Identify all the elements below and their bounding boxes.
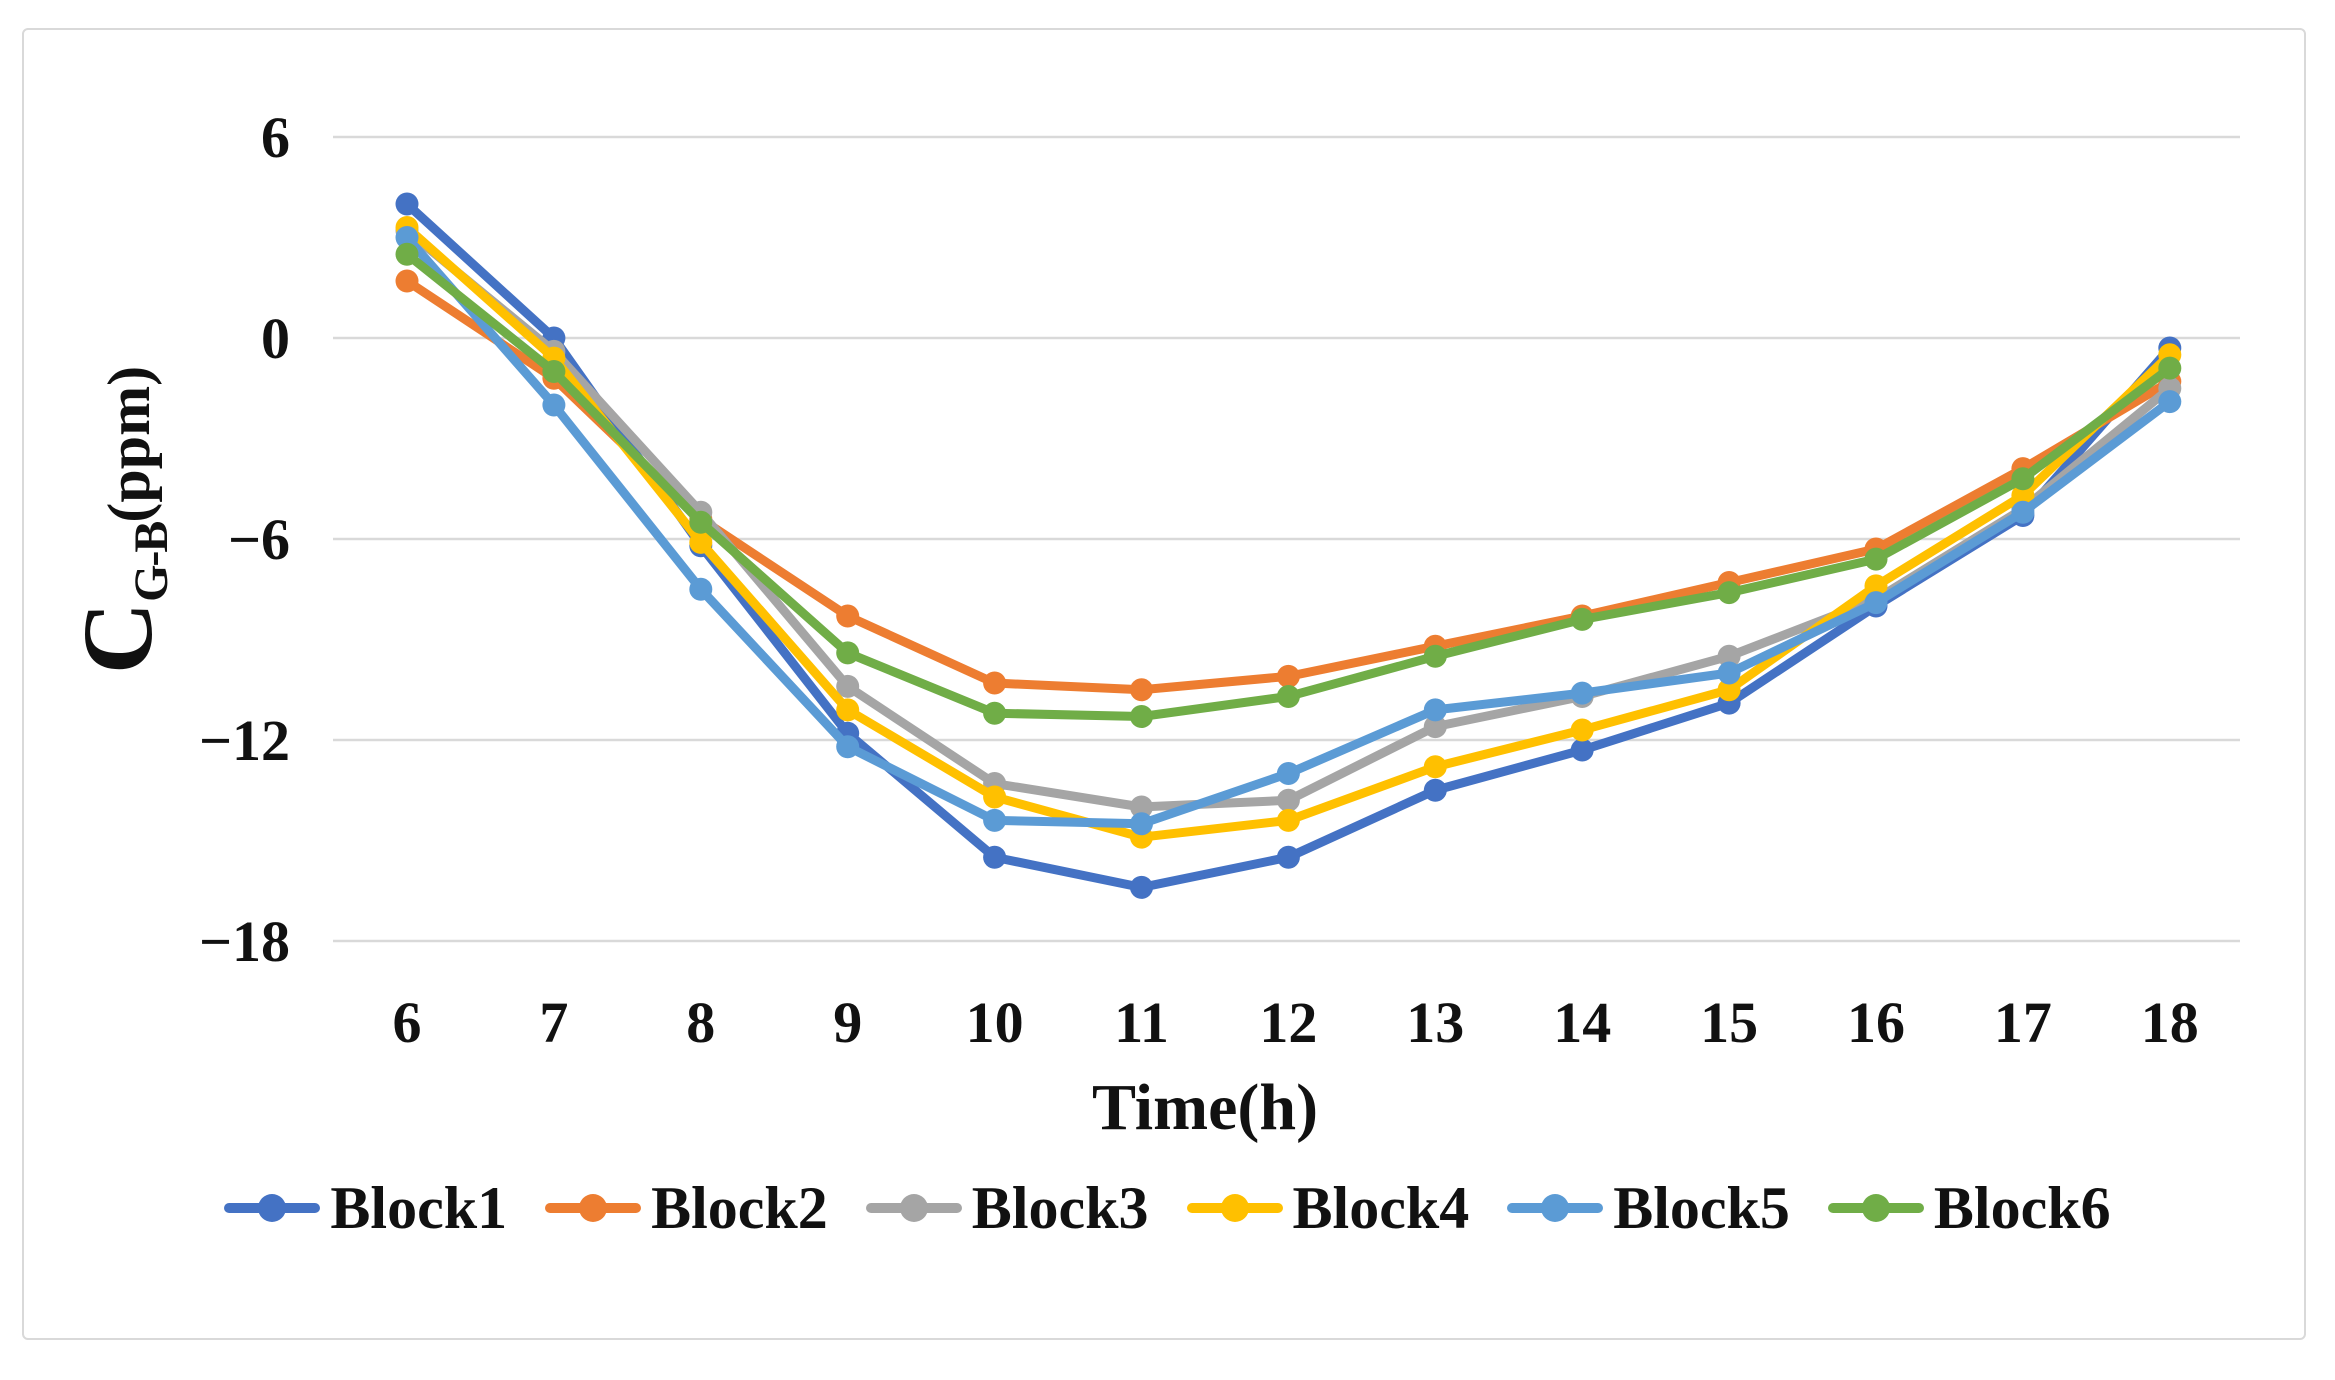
- legend-label: Block1: [330, 1175, 508, 1241]
- data-point-Block1: [1570, 738, 1594, 762]
- data-point-Block1: [1276, 845, 1300, 869]
- x-axis-tick-label: 17: [1994, 990, 2052, 1055]
- x-axis-tick-label: 15: [1700, 990, 1758, 1055]
- data-point-Block6: [1130, 705, 1153, 729]
- data-point-Block2: [395, 269, 419, 293]
- y-axis-title-subscript: G-B: [125, 522, 178, 602]
- data-point-Block6: [1864, 547, 1888, 571]
- legend-label: Block4: [1292, 1175, 1470, 1241]
- data-point-Block1: [395, 192, 419, 216]
- legend-label: Block2: [651, 1175, 828, 1241]
- legend-line-marker-icon: [545, 1193, 642, 1223]
- data-point-Block5: [836, 735, 860, 759]
- legend-line-marker-icon: [865, 1193, 962, 1223]
- data-point-Block4: [983, 785, 1007, 809]
- x-axis-tick-label: 16: [1847, 990, 1905, 1055]
- data-point-Block6: [1717, 581, 1741, 605]
- legend-line-marker-icon: [1507, 1193, 1604, 1223]
- legend-line-marker-icon: [1827, 1193, 1924, 1223]
- data-point-Block4: [2011, 483, 2035, 507]
- data-point-Block3: [1717, 644, 1741, 668]
- data-point-Block4: [1864, 574, 1888, 598]
- data-point-Block1: [1423, 778, 1447, 802]
- data-point-Block5: [1423, 698, 1447, 722]
- data-point-Block5: [689, 577, 713, 601]
- data-point-Block2: [983, 671, 1007, 695]
- data-point-Block4: [689, 530, 713, 554]
- x-axis-tick-label: 10: [966, 990, 1024, 1055]
- data-point-Block4: [1570, 718, 1594, 742]
- data-point-Block6: [542, 360, 566, 383]
- legend-item-Block2: Block2: [545, 1178, 828, 1238]
- y-axis-tick-label: 0: [261, 306, 290, 371]
- data-point-Block5: [542, 393, 566, 417]
- x-axis-tick-label: 18: [2141, 990, 2199, 1055]
- data-point-Block6: [1570, 607, 1594, 631]
- data-point-Block6: [2011, 467, 2035, 491]
- data-point-Block6: [1276, 684, 1300, 708]
- data-point-Block3: [1130, 795, 1153, 819]
- data-point-Block5: [1130, 812, 1153, 836]
- data-point-Block6: [836, 641, 860, 665]
- data-point-Block2: [1276, 664, 1300, 688]
- data-point-Block5: [1717, 661, 1741, 685]
- y-axis-tick-label: −6: [228, 507, 290, 572]
- data-point-Block2: [836, 604, 860, 628]
- x-axis-tick-label: 7: [539, 990, 568, 1055]
- data-point-Block6: [1423, 644, 1447, 668]
- legend-line-marker-icon: [224, 1193, 321, 1223]
- data-point-Block1: [983, 845, 1007, 869]
- legend-label: Block3: [971, 1175, 1149, 1241]
- legend: Block1 Block2 Block3 Block4 Block5 Block6: [0, 1178, 2335, 1238]
- legend-item-Block3: Block3: [865, 1175, 1149, 1241]
- y-axis-title-symbol: C: [62, 601, 173, 675]
- x-axis-tick-label: 13: [1406, 990, 1464, 1055]
- x-axis-tick-label: 9: [833, 990, 862, 1055]
- data-point-Block5: [2011, 500, 2035, 524]
- data-point-Block6: [2158, 356, 2182, 380]
- legend-item-Block4: Block4: [1186, 1175, 1470, 1241]
- data-point-Block5: [1864, 591, 1888, 615]
- data-point-Block3: [1423, 715, 1447, 739]
- legend-item-Block6: Block6: [1827, 1175, 2111, 1241]
- data-point-Block4: [1276, 808, 1300, 832]
- x-axis-tick-label: 6: [393, 990, 422, 1055]
- data-point-Block5: [1276, 762, 1300, 785]
- data-point-Block4: [1423, 755, 1447, 779]
- data-point-Block6: [983, 701, 1007, 725]
- x-axis-tick-label: 8: [686, 990, 715, 1055]
- x-axis-title: Time(h): [1091, 1071, 1319, 1144]
- x-axis-tick-label: 11: [1114, 990, 1169, 1055]
- data-point-Block6: [689, 510, 713, 534]
- data-point-Block5: [2158, 390, 2182, 414]
- y-axis-tick-label: 6: [261, 105, 290, 170]
- data-point-Block5: [983, 808, 1007, 832]
- x-axis-tick-label: 14: [1553, 990, 1611, 1055]
- data-point-Block4: [1717, 678, 1741, 702]
- data-point-Block6: [395, 242, 419, 266]
- data-point-Block4: [836, 698, 860, 722]
- data-point-Block1: [1130, 875, 1153, 899]
- data-point-Block2: [1130, 678, 1153, 702]
- data-point-Block3: [1276, 788, 1300, 812]
- x-axis-tick-label: 12: [1259, 990, 1317, 1055]
- y-axis-title: CG-B(ppm): [62, 365, 178, 674]
- y-axis-title-unit: (ppm): [96, 365, 162, 523]
- legend-label: Block5: [1613, 1175, 1790, 1241]
- y-axis-tick-label: −12: [199, 708, 290, 773]
- legend-label: Block6: [1933, 1175, 2111, 1241]
- legend-item-Block1: Block1: [224, 1178, 507, 1238]
- data-point-Block3: [836, 674, 860, 698]
- data-point-Block5: [395, 226, 419, 249]
- legend-item-Block5: Block5: [1507, 1178, 1790, 1238]
- y-axis-tick-label: −18: [199, 909, 290, 974]
- legend-line-marker-icon: [1186, 1193, 1283, 1223]
- data-point-Block5: [1570, 681, 1594, 705]
- series-line-Block3: [402, 226, 2175, 812]
